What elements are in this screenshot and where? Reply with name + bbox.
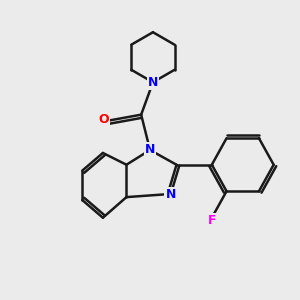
Text: F: F bbox=[208, 214, 216, 227]
Text: N: N bbox=[148, 76, 158, 89]
Text: N: N bbox=[145, 143, 155, 157]
Text: N: N bbox=[165, 188, 176, 201]
Text: O: O bbox=[98, 112, 109, 126]
